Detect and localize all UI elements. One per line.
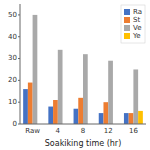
y-tick	[18, 58, 20, 59]
x-axis-label: Soakiking time (hr)	[45, 139, 122, 148]
legend-swatch	[124, 17, 130, 23]
y-tick	[18, 124, 20, 125]
x-tick-label: 4	[56, 127, 61, 135]
bar	[53, 100, 58, 124]
legend: RaStVeYe	[121, 5, 145, 43]
y-tick-label: 30	[8, 54, 17, 62]
axes: 0 10 20 30 40 50 Raw 4 8 12 16	[8, 4, 146, 135]
legend-label: Ra	[133, 8, 142, 16]
y-tick-label: 0	[13, 120, 17, 128]
legend-label: Ye	[132, 32, 141, 40]
y-tick	[18, 102, 20, 103]
bar	[48, 107, 53, 124]
legend-label: St	[133, 16, 140, 24]
chart-svg: 0 10 20 30 40 50 Raw 4 8 12 16 Soakiking time (hr) R…	[0, 0, 150, 150]
y-tick	[18, 14, 20, 15]
chart-container: 0 10 20 30 40 50 Raw 4 8 12 16 Soakiking time (hr) R…	[0, 0, 150, 150]
y-axis-line	[20, 4, 21, 124]
bar	[78, 98, 83, 124]
bar	[129, 113, 134, 124]
bar	[103, 102, 108, 124]
legend-swatch	[124, 33, 130, 39]
y-tick	[18, 36, 20, 37]
x-axis-line	[20, 124, 146, 125]
x-tick-label: 8	[81, 127, 85, 135]
bar	[99, 113, 104, 124]
x-tick-label: Raw	[25, 127, 40, 135]
bar	[23, 89, 28, 124]
y-tick-label: 40	[8, 33, 17, 41]
bar	[58, 50, 63, 124]
legend-label: Ve	[133, 24, 142, 32]
x-tick-label: 12	[104, 127, 113, 135]
legend-swatch	[124, 9, 130, 15]
bar	[138, 111, 143, 124]
bar	[74, 109, 79, 124]
bar	[108, 61, 113, 124]
legend-box	[121, 5, 145, 43]
y-tick-label: 50	[8, 11, 17, 19]
y-tick-label: 10	[8, 98, 17, 106]
legend-swatch	[124, 25, 130, 31]
bar	[28, 83, 33, 124]
bar	[33, 15, 38, 124]
bar	[133, 69, 138, 124]
y-tick	[18, 80, 20, 81]
bar	[124, 113, 129, 124]
bar	[83, 54, 88, 124]
y-tick-label: 20	[8, 76, 17, 84]
x-tick-label: 16	[129, 127, 138, 135]
